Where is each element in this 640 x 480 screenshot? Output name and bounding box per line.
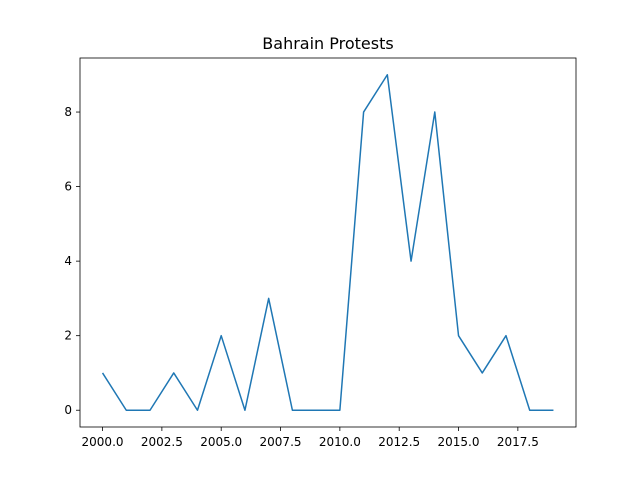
axes-frame bbox=[79, 57, 577, 428]
y-tick-label: 0 bbox=[64, 403, 72, 417]
plot-area: 2000.0 2002.5 2005.0 2007.5 2010.0 2012.5 2015… bbox=[64, 57, 577, 449]
y-tick-label: 2 bbox=[64, 329, 72, 343]
x-tick-label: 2015.0 bbox=[438, 435, 480, 449]
x-tick-label: 2000.0 bbox=[82, 435, 124, 449]
y-tick-label: 6 bbox=[64, 180, 72, 194]
x-tick-label: 2005.0 bbox=[200, 435, 242, 449]
x-tick-label: 2007.5 bbox=[260, 435, 302, 449]
y-tick-label: 4 bbox=[64, 254, 72, 268]
x-tick-label: 2010.0 bbox=[319, 435, 361, 449]
x-tick-label: 2017.5 bbox=[497, 435, 539, 449]
x-tick-label: 2002.5 bbox=[141, 435, 183, 449]
x-tick-label: 2012.5 bbox=[378, 435, 420, 449]
series-line bbox=[101, 74, 554, 411]
y-tick-label: 8 bbox=[64, 105, 72, 119]
chart-title: Bahrain Protests bbox=[262, 34, 393, 53]
